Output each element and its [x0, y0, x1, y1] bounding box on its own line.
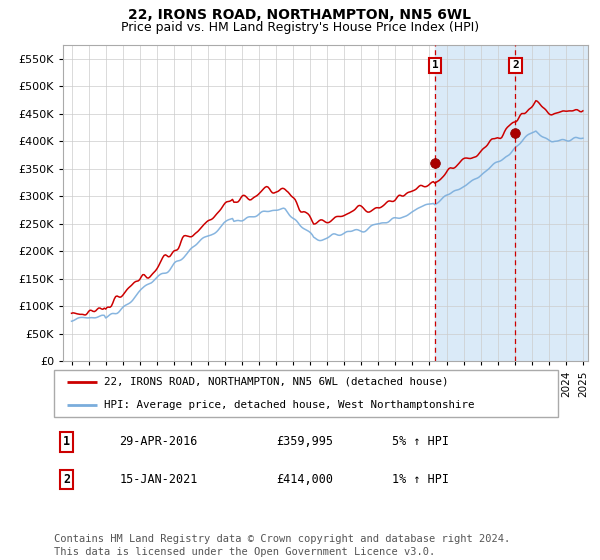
- Text: 15-JAN-2021: 15-JAN-2021: [119, 473, 198, 486]
- Text: 22, IRONS ROAD, NORTHAMPTON, NN5 6WL (detached house): 22, IRONS ROAD, NORTHAMPTON, NN5 6WL (de…: [104, 377, 449, 387]
- Text: HPI: Average price, detached house, West Northamptonshire: HPI: Average price, detached house, West…: [104, 400, 475, 410]
- Text: 1% ↑ HPI: 1% ↑ HPI: [392, 473, 449, 486]
- Text: 2: 2: [512, 60, 519, 71]
- Text: 29-APR-2016: 29-APR-2016: [119, 435, 198, 448]
- Bar: [435, 45, 600, 361]
- Text: 2: 2: [63, 473, 70, 486]
- Text: Price paid vs. HM Land Registry's House Price Index (HPI): Price paid vs. HM Land Registry's House …: [121, 21, 479, 34]
- Text: 5% ↑ HPI: 5% ↑ HPI: [392, 435, 449, 448]
- Text: Contains HM Land Registry data © Crown copyright and database right 2024.
This d: Contains HM Land Registry data © Crown c…: [54, 534, 510, 557]
- Text: 22, IRONS ROAD, NORTHAMPTON, NN5 6WL: 22, IRONS ROAD, NORTHAMPTON, NN5 6WL: [128, 8, 472, 22]
- Text: £359,995: £359,995: [276, 435, 333, 448]
- FancyBboxPatch shape: [54, 370, 558, 417]
- Text: 1: 1: [432, 60, 439, 71]
- Text: 1: 1: [63, 435, 70, 448]
- Text: £414,000: £414,000: [276, 473, 333, 486]
